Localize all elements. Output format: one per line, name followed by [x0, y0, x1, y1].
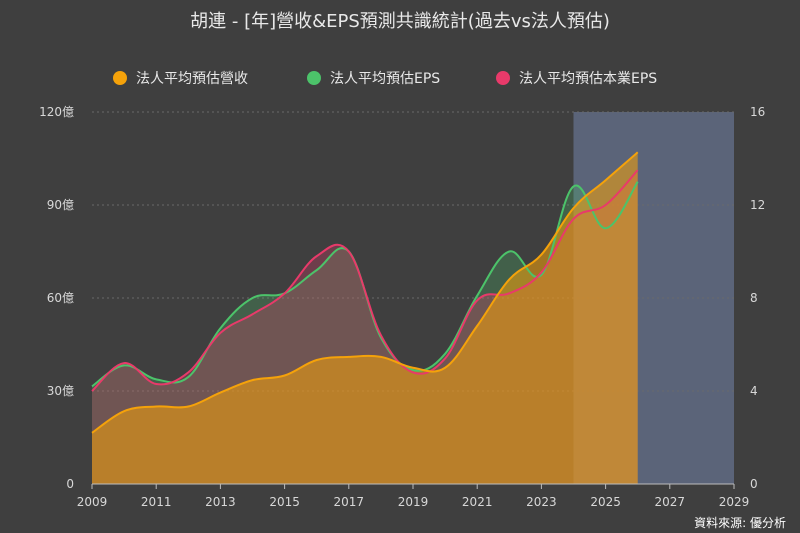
x-tick-label: 2017 [334, 495, 365, 509]
x-tick-label: 2029 [719, 495, 750, 509]
legend-label: 法人平均預估營收 [136, 71, 248, 87]
legend-marker [496, 71, 510, 85]
source-note: 資料來源: 優分析 [694, 516, 786, 530]
legend[interactable]: 法人平均預估營收 法人平均預估EPS 法人平均預估本業EPS [113, 71, 657, 87]
y-left-tick-label: 30億 [47, 384, 74, 398]
x-tick-label: 2009 [77, 495, 108, 509]
x-tick-label: 2015 [269, 495, 300, 509]
legend-item-0[interactable]: 法人平均預估營收 [113, 71, 248, 87]
legend-label: 法人平均預估本業EPS [519, 71, 657, 87]
x-tick-label: 2023 [526, 495, 557, 509]
y-left-tick-label: 60億 [47, 291, 74, 305]
x-tick-label: 2021 [462, 495, 493, 509]
series-area-0 [92, 152, 638, 485]
x-tick-label: 2013 [205, 495, 236, 509]
series-line-2 [91, 169, 639, 392]
legend-item-1[interactable]: 法人平均預估EPS [307, 71, 440, 87]
legend-item-2[interactable]: 法人平均預估本業EPS [496, 71, 657, 87]
y-left-tick-label: 120億 [39, 105, 74, 119]
y-right-tick-label: 4 [750, 384, 758, 398]
y-right-tick-label: 16 [750, 105, 765, 119]
y-left-tick-label: 90億 [47, 198, 74, 212]
series-areas [92, 152, 638, 485]
series-lines [91, 151, 639, 434]
x-tick-label: 2011 [141, 495, 172, 509]
x-tick-label: 2019 [398, 495, 429, 509]
chart-title: 胡連 - [年]營收&EPS預測共識統計(過去vs法人預估) [190, 11, 610, 32]
legend-marker [113, 71, 127, 85]
axes: 2009 2011 2013 2015 2017 2019 2021 2023 2025 2027… [39, 105, 765, 509]
y-left-tick-label: 0 [66, 477, 74, 491]
legend-label: 法人平均預估EPS [330, 71, 440, 87]
y-right-tick-label: 0 [750, 477, 758, 491]
x-tick-label: 2027 [655, 495, 686, 509]
y-right-tick-label: 12 [750, 198, 765, 212]
y-right-tick-label: 8 [750, 291, 758, 305]
legend-marker [307, 71, 321, 85]
series-line-0 [91, 151, 639, 434]
x-tick-label: 2025 [590, 495, 621, 509]
